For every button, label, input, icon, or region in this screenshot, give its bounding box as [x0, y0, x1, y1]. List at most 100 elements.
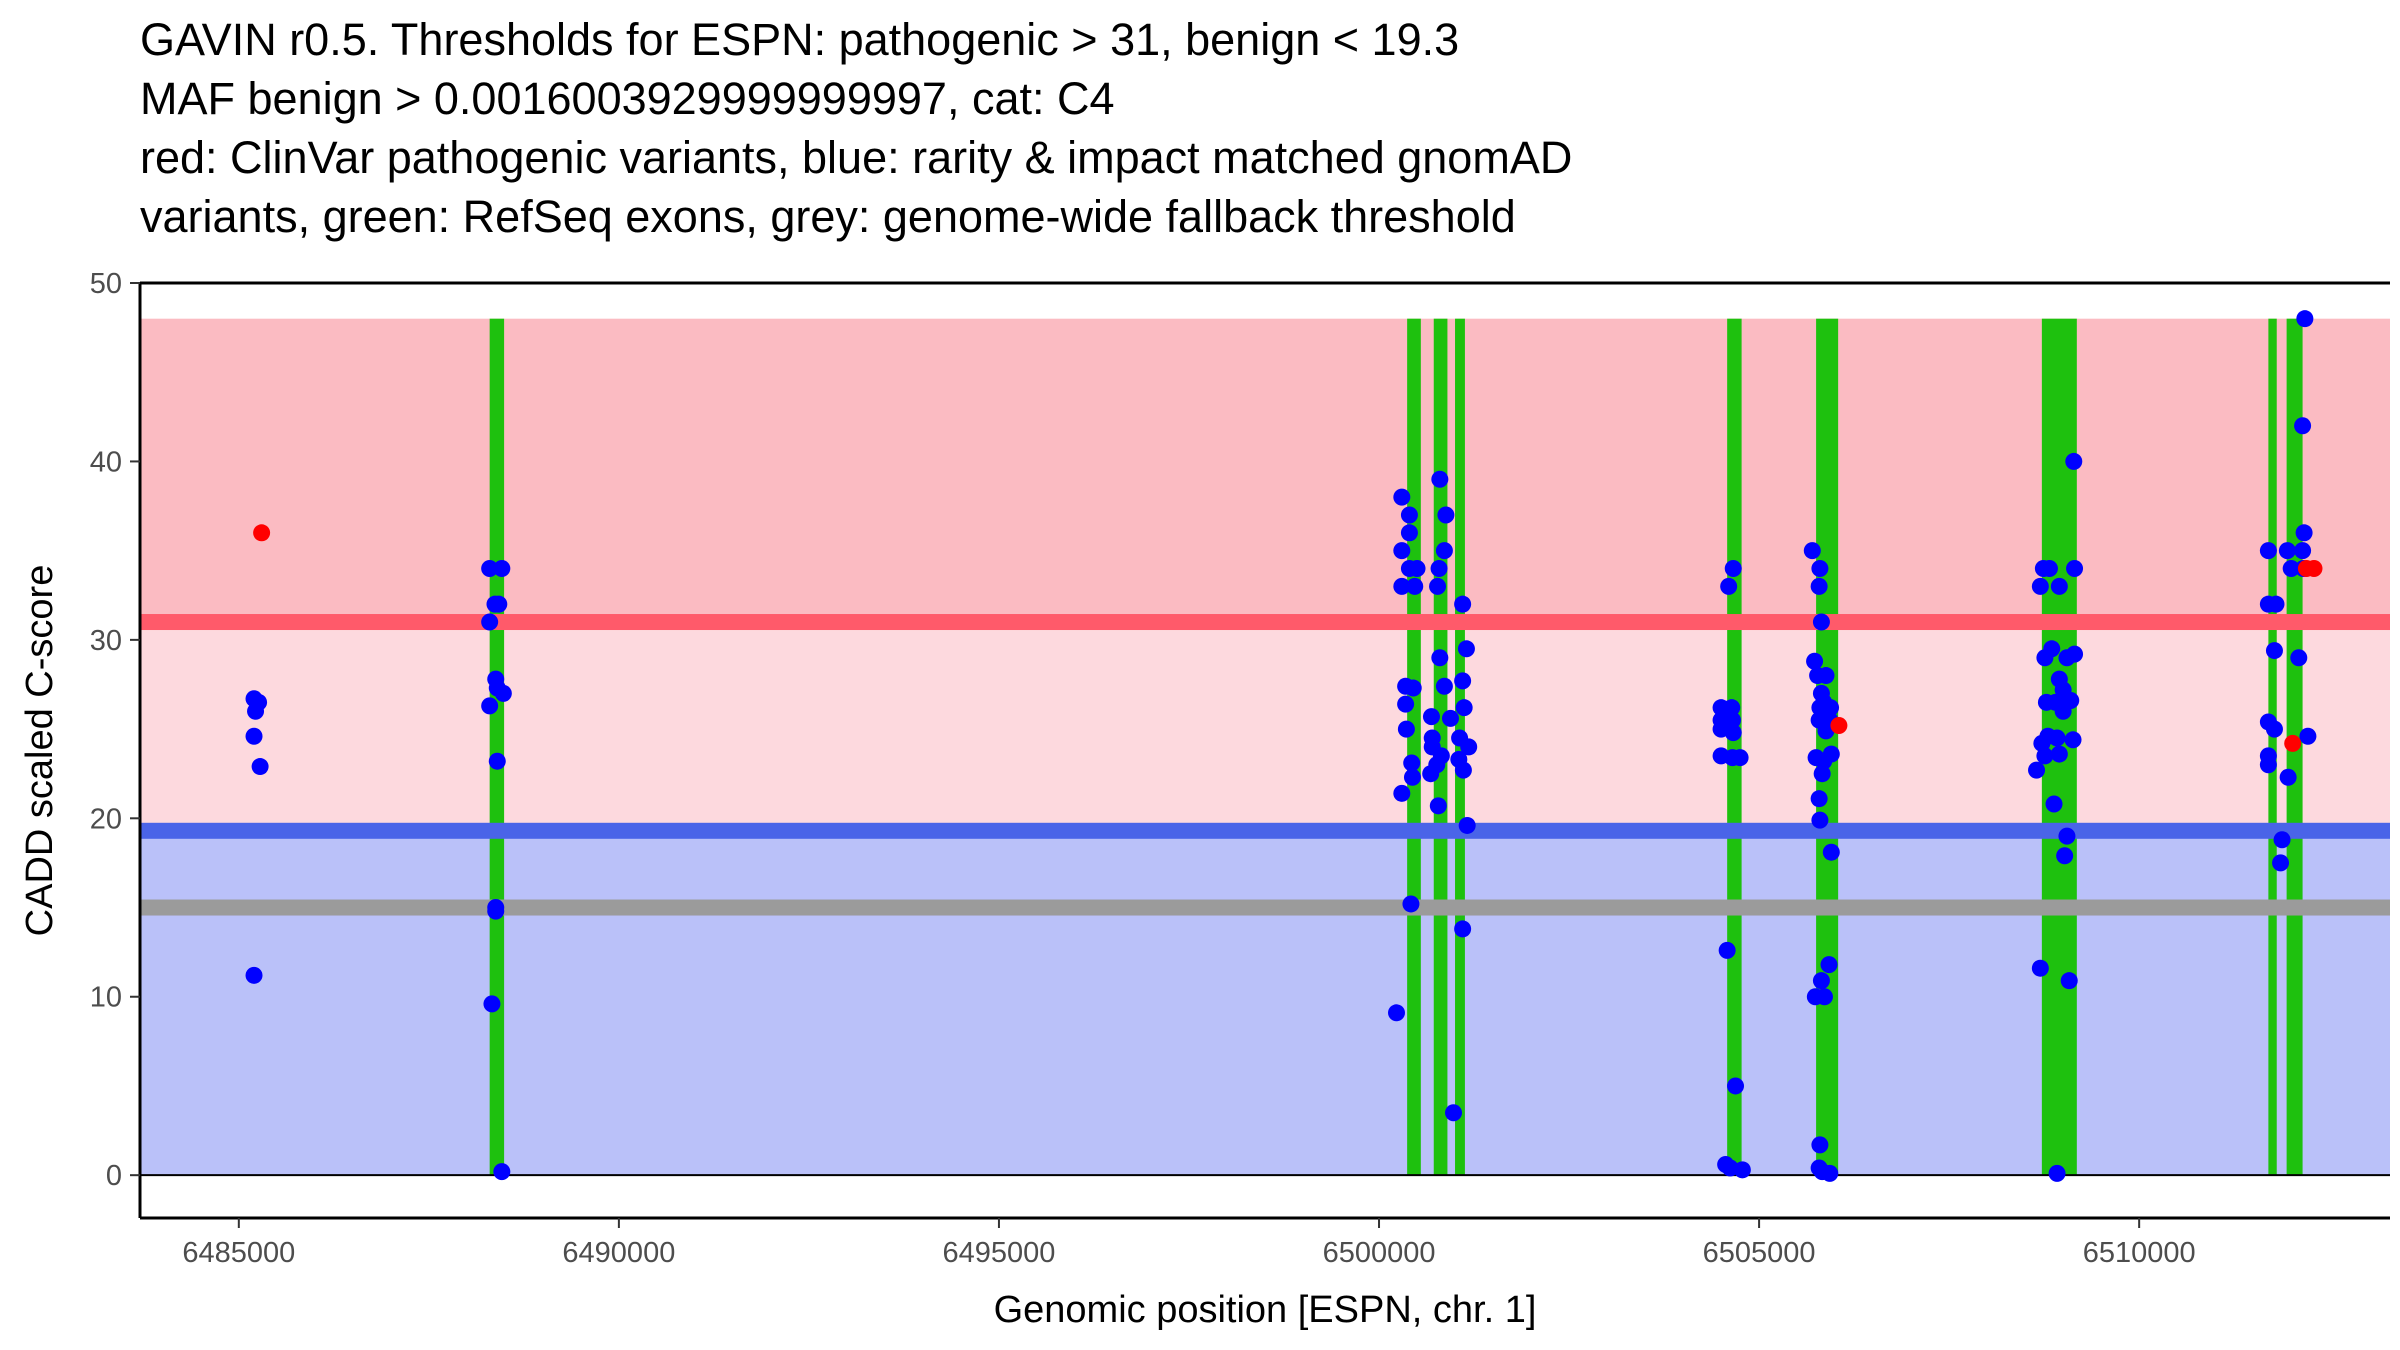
gnomad-point — [1430, 559, 1448, 577]
gnomad-point — [1455, 699, 1473, 717]
gnomad-point — [1720, 577, 1738, 595]
gnomad-point — [1393, 784, 1411, 802]
clinvar-point — [2284, 734, 2302, 752]
x-tick-label: 6505000 — [1703, 1237, 1816, 1269]
x-tick-label: 6490000 — [562, 1237, 675, 1269]
gnomad-point — [1406, 577, 1424, 595]
gnomad-point — [245, 966, 263, 984]
gnomad-point — [2043, 640, 2061, 658]
gnomad-point — [2295, 524, 2313, 542]
pathogenic-region — [140, 318, 2390, 623]
gnomad-point — [1811, 811, 1829, 829]
gnomad-point — [2290, 649, 2308, 667]
gnomad-point — [2267, 595, 2285, 613]
gnomad-point — [2045, 795, 2063, 813]
gnomad-point — [1408, 559, 1426, 577]
gnomad-point — [1811, 1136, 1829, 1154]
threshold-regions — [140, 318, 2390, 1176]
gnomad-point — [2279, 768, 2297, 786]
gnomad-point — [1454, 595, 1472, 613]
gnomad-point — [1820, 956, 1838, 974]
gnomad-point — [245, 727, 263, 745]
gnomad-point — [1821, 1164, 1839, 1182]
gnomad-point — [1403, 754, 1421, 772]
y-tick-label: 50 — [90, 268, 122, 300]
gnomad-point — [2278, 542, 2296, 560]
gnomad-point — [2031, 959, 2049, 977]
gnomad-point — [2265, 642, 2283, 660]
benign-threshold-line — [140, 822, 2390, 839]
gnomad-point — [2066, 559, 2084, 577]
gnomad-point — [1822, 745, 1840, 763]
gnomad-point — [1815, 988, 1833, 1006]
y-axis-title: CADD scaled C-score — [19, 565, 61, 937]
gnomad-point — [1403, 768, 1421, 786]
x-tick-label: 6500000 — [1323, 1237, 1436, 1269]
gnomad-point — [1806, 652, 1824, 670]
gnomad-point — [2294, 542, 2312, 560]
x-tick-label: 6510000 — [2083, 1237, 2196, 1269]
y-tick-label: 0 — [106, 1160, 122, 1192]
gnomad-point — [2259, 542, 2277, 560]
gnomad-point — [1435, 677, 1453, 695]
gnomad-point — [487, 902, 505, 920]
gnomad-point — [1441, 709, 1459, 727]
gnomad-point — [1397, 720, 1415, 738]
gnomad-point — [1454, 672, 1472, 690]
y-tick-label: 30 — [90, 625, 122, 657]
clinvar-point — [253, 524, 271, 542]
gnomad-point — [1810, 577, 1828, 595]
chart-title: GAVIN r0.5. Thresholds for ESPN: pathoge… — [140, 10, 2370, 246]
x-tick-label: 6495000 — [942, 1237, 1055, 1269]
gnomad-point — [494, 684, 512, 702]
gnomad-point — [1445, 1104, 1463, 1122]
gnomad-point — [1724, 724, 1742, 742]
gnomad-point — [1733, 1161, 1751, 1179]
gnomad-point — [1454, 761, 1472, 779]
gnomad-point — [481, 613, 499, 631]
gnomad-point — [1393, 542, 1411, 560]
gnomad-point — [1402, 895, 1420, 913]
gnomad-point — [2040, 559, 2058, 577]
x-axis-title: Genomic position [ESPN, chr. 1] — [994, 1289, 1537, 1331]
gnomad-point — [2056, 847, 2074, 865]
title-line-2: MAF benign > 0.0016003929999999997, cat:… — [140, 73, 1115, 124]
gnomad-point — [2299, 727, 2317, 745]
gnomad-point — [1422, 765, 1440, 783]
gnomad-point — [250, 693, 268, 711]
gnomad-point — [1723, 711, 1741, 729]
gnomad-point — [1429, 797, 1447, 815]
gnomad-point — [2050, 577, 2068, 595]
exon-bar-4 — [1455, 318, 1465, 1176]
gnomad-point — [2031, 577, 2049, 595]
gnomad-point — [1431, 470, 1449, 488]
gnomad-point — [1817, 667, 1835, 685]
uncertain-region — [140, 622, 2390, 831]
gnomad-point — [1397, 695, 1415, 713]
gnomad-point — [1437, 506, 1455, 524]
benign-region — [140, 830, 2390, 1176]
gnomad-point — [1812, 972, 1830, 990]
clinvar-point — [2305, 559, 2323, 577]
threshold-lines — [140, 614, 2390, 1177]
gnomad-point — [1813, 765, 1831, 783]
gnomad-point — [1429, 577, 1447, 595]
gnomad-point — [2060, 972, 2078, 990]
gnomad-point — [2065, 452, 2083, 470]
clinvar-point — [1830, 717, 1848, 735]
gnomad-point — [1822, 699, 1840, 717]
gnomad-point — [488, 752, 506, 770]
data-points — [245, 310, 2323, 1182]
gnomad-point — [2064, 731, 2082, 749]
gnomad-point — [1458, 816, 1476, 834]
gnomad-point — [1727, 1077, 1745, 1095]
y-tick-label: 10 — [90, 982, 122, 1014]
gnomad-point — [1422, 708, 1440, 726]
gnomad-point — [2296, 310, 2314, 328]
gnomad-point — [1400, 506, 1418, 524]
gnomad-point — [1723, 699, 1741, 717]
axes: 0 10 20 30 40 50 6485000 6490000 6495000 6500000 6… — [90, 268, 2390, 1269]
gnomad-point — [481, 697, 499, 715]
gnomad-point — [2050, 745, 2068, 763]
gnomad-point — [1811, 559, 1829, 577]
